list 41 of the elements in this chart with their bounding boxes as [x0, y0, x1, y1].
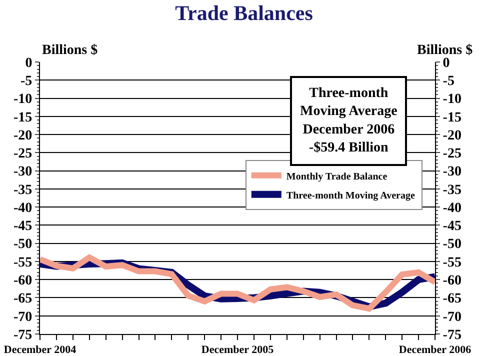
y2-tick-label: -15 [442, 110, 462, 126]
y2-tick-label: -45 [442, 219, 462, 234]
y-tick-label: 0 [25, 56, 32, 71]
y2-tick-label: -70 [442, 310, 462, 325]
y-tick-label: -15 [14, 110, 32, 126]
legend-label: Three-month Moving Average [286, 190, 416, 202]
y2-tick-label: -10 [442, 92, 462, 108]
y2-tick-label: -35 [442, 182, 462, 198]
y-tick-label: -70 [14, 310, 32, 325]
y2-tick-label: -5 [442, 74, 454, 90]
y-tick-label: -65 [14, 292, 32, 307]
y-tick-label: -45 [14, 219, 32, 234]
y-tick-label: -40 [14, 200, 32, 216]
y-tick-label: -35 [14, 182, 32, 198]
y2-tick-label: -20 [442, 128, 462, 144]
y-tick-label: -50 [14, 237, 32, 252]
legend-label: Monthly Trade Balance [286, 171, 388, 182]
y-tick-label: -55 [14, 255, 32, 270]
y2-tick-label: 0 [442, 56, 450, 71]
y2-tick-label: -50 [442, 237, 462, 252]
x-tick-label: December 2006 [398, 344, 472, 356]
y-tick-label: -10 [14, 92, 32, 108]
annotation: Three-month Moving Average December 2006 -$59.4 Billion [300, 86, 398, 156]
x-tick-label: December 2005 [201, 344, 274, 356]
y2-tick-label: -30 [442, 164, 462, 180]
y2-tick-label: -65 [442, 292, 462, 307]
y-axis-title: Billions $ [42, 43, 98, 58]
x-tick-label: December 2004 [4, 344, 77, 356]
y2-tick-label: -55 [442, 255, 462, 270]
y-tick-label: -25 [14, 146, 32, 162]
y-tick-label: -20 [14, 128, 32, 144]
y2-axis-title: Billions $ [417, 43, 473, 58]
y2-tick-label: -75 [442, 328, 462, 343]
y-tick-label: -60 [14, 274, 32, 288]
y-tick-label: -30 [14, 164, 32, 180]
y2-tick-label: -25 [442, 146, 462, 162]
y2-tick-label: -40 [442, 200, 462, 216]
y-tick-label: -5 [20, 74, 32, 90]
y2-tick-label: -60 [442, 274, 462, 288]
chart-title: Trade Balances [175, 1, 313, 26]
y-tick-label: -75 [14, 328, 32, 343]
